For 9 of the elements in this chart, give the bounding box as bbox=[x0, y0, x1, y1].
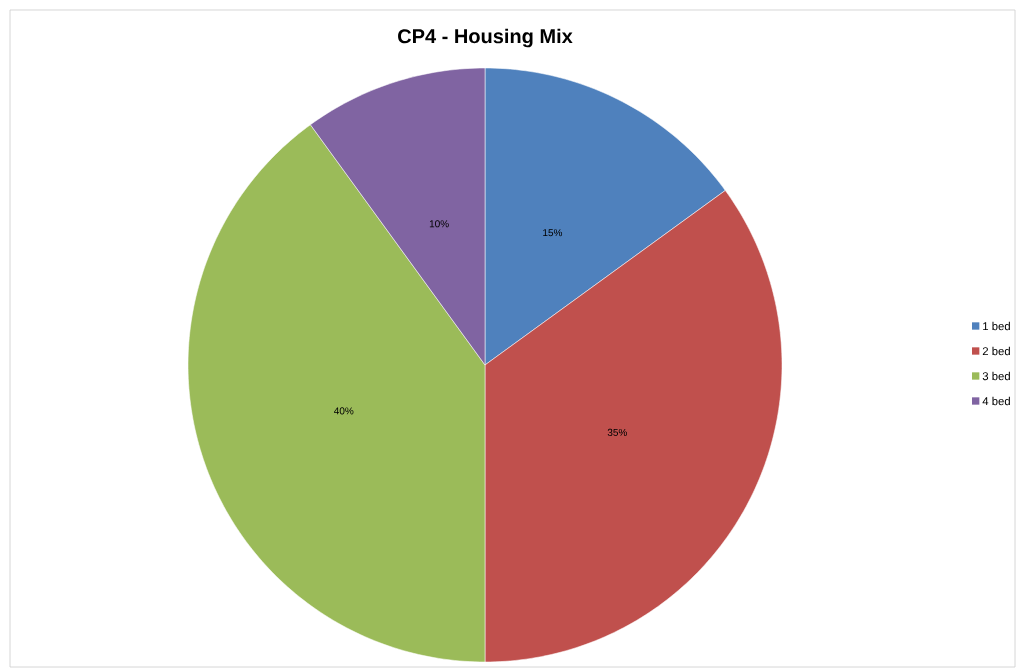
legend-label: 1 bed bbox=[983, 321, 1010, 331]
data-label: 40% bbox=[334, 407, 354, 415]
legend-label: 4 bed bbox=[982, 396, 1010, 406]
chart-title: CP4 - Housing Mix bbox=[398, 28, 573, 48]
legend-label: 3 bed bbox=[982, 371, 1010, 381]
data-label: 35% bbox=[607, 428, 627, 436]
data-label: 15% bbox=[543, 229, 563, 237]
legend-label: 2 bed bbox=[982, 346, 1010, 356]
data-label: 10% bbox=[429, 220, 449, 228]
